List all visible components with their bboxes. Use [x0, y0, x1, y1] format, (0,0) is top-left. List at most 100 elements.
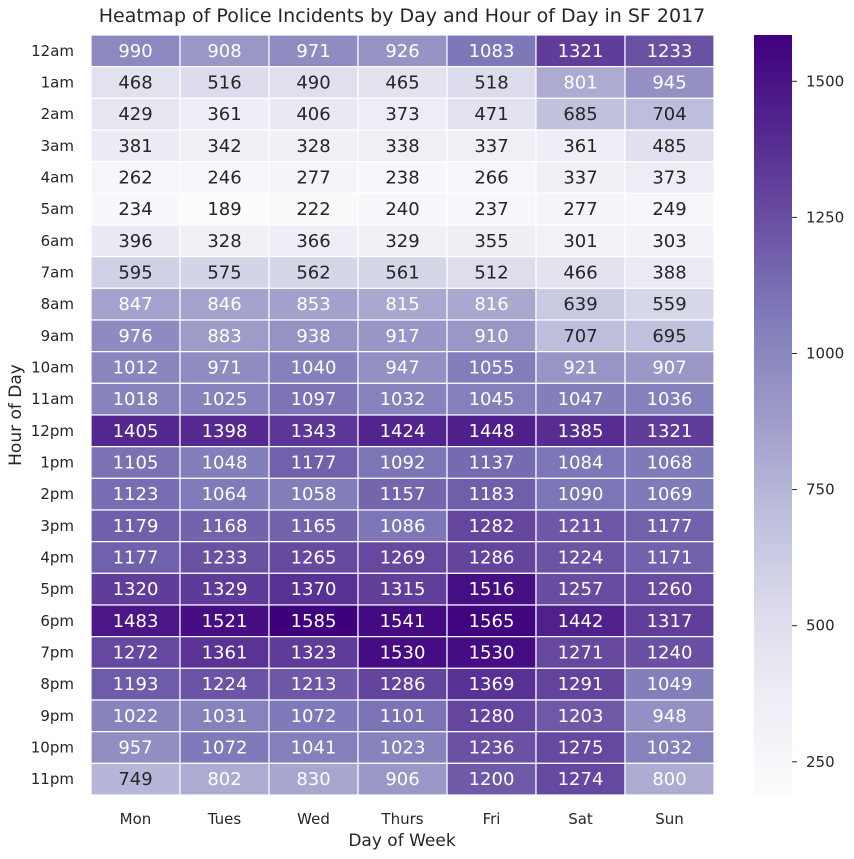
cell-value-label: 466 — [563, 263, 597, 284]
heatmap-cell — [624, 699, 715, 733]
cell-value-label: 222 — [296, 199, 330, 220]
cell-value-label: 1274 — [558, 769, 604, 790]
cell-value-label: 1177 — [291, 453, 337, 474]
cell-value-label: 1049 — [647, 674, 693, 695]
cell-value-label: 1083 — [469, 41, 515, 62]
cell-value-label: 1329 — [202, 579, 248, 600]
cell-value-label: 1565 — [469, 611, 515, 632]
cell-value-label: 1032 — [647, 738, 693, 759]
heatmap-cell — [357, 541, 448, 574]
cell-value-label: 303 — [652, 231, 686, 252]
cell-value-label: 957 — [118, 738, 152, 759]
cell-value-label: 1343 — [291, 421, 337, 442]
cell-value-label: 1280 — [469, 706, 515, 727]
x-tick-label: Mon — [120, 810, 152, 828]
heatmap-cell — [268, 604, 359, 638]
cell-value-label: 1291 — [558, 674, 604, 695]
cell-value-label: 301 — [563, 231, 597, 252]
cell-value-label: 1236 — [469, 738, 515, 759]
cell-value-label: 1179 — [113, 516, 159, 537]
cell-value-label: 1224 — [558, 548, 604, 569]
heatmap-cell — [179, 192, 270, 226]
heatmap-cell — [624, 256, 715, 289]
heatmap-cell — [179, 604, 270, 638]
cell-value-label: 947 — [385, 358, 419, 379]
cell-value-label: 1101 — [380, 706, 426, 727]
heatmap-cell — [268, 97, 359, 131]
cell-value-label: 1165 — [291, 516, 337, 537]
heatmap-cell — [624, 446, 715, 479]
heatmap-cell — [446, 287, 537, 321]
heatmap-cell — [268, 161, 359, 194]
cell-value-label: 1272 — [113, 643, 159, 664]
cell-value-label: 277 — [563, 199, 597, 220]
y-tick-label: 8pm — [40, 675, 74, 693]
y-tick-label: 4am — [41, 169, 74, 187]
heatmap-cell — [268, 762, 359, 796]
heatmap-cell — [535, 319, 626, 353]
cell-value-label: 907 — [652, 358, 686, 379]
cell-value-label: 518 — [474, 73, 508, 94]
cell-value-label: 234 — [118, 199, 152, 220]
cell-value-label: 910 — [474, 326, 508, 347]
cell-value-label: 1040 — [291, 358, 337, 379]
heatmap-cell — [268, 224, 359, 258]
cell-value-label: 926 — [385, 41, 419, 62]
cell-value-label: 1177 — [647, 516, 693, 537]
heatmap-cell — [535, 34, 626, 68]
x-tick-label: Fri — [483, 810, 501, 828]
x-tick-label: Tues — [207, 810, 242, 828]
heatmap-cell — [446, 572, 537, 606]
cell-value-label: 976 — [118, 326, 152, 347]
cell-value-label: 361 — [563, 136, 597, 157]
cell-value-label: 490 — [296, 73, 330, 94]
cell-value-label: 388 — [652, 263, 686, 284]
cell-value-label: 921 — [563, 358, 597, 379]
heatmap-cell — [446, 382, 537, 416]
heatmap-cell — [446, 97, 537, 131]
cell-value-label: 1041 — [291, 738, 337, 759]
heatmap-cell — [90, 762, 181, 796]
cell-value-label: 1521 — [202, 611, 248, 632]
y-tick-label: 11am — [31, 390, 74, 408]
cell-value-label: 337 — [563, 168, 597, 189]
y-tick-label: 7pm — [40, 644, 74, 662]
heatmap-cell — [179, 572, 270, 606]
cell-value-label: 277 — [296, 168, 330, 189]
heatmap-cell — [357, 699, 448, 733]
y-tick-label: 12am — [31, 42, 74, 60]
cell-value-label: 238 — [385, 168, 419, 189]
cell-value-label: 1240 — [647, 643, 693, 664]
cell-value-label: 1023 — [380, 738, 426, 759]
cell-value-label: 1055 — [469, 358, 515, 379]
x-tick-label: Sun — [655, 810, 684, 828]
heatmap-cell — [446, 224, 537, 258]
cell-value-label: 396 — [118, 231, 152, 252]
cell-value-label: 355 — [474, 231, 508, 252]
cell-value-label: 381 — [118, 136, 152, 157]
y-tick-label: 11pm — [31, 770, 74, 788]
cell-value-label: 338 — [385, 136, 419, 157]
cell-value-label: 249 — [652, 199, 686, 220]
y-tick-label: 4pm — [40, 549, 74, 567]
heatmap-cell — [90, 604, 181, 638]
heatmap-cell — [90, 319, 181, 353]
cell-value-label: 465 — [385, 73, 419, 94]
cell-value-label: 1068 — [647, 453, 693, 474]
x-tick-label: Thurs — [380, 810, 423, 828]
heatmap-cell — [446, 256, 537, 289]
colorbar — [754, 35, 792, 795]
heatmap-cell — [535, 477, 626, 511]
cell-value-label: 1168 — [202, 516, 248, 537]
heatmap-cell — [90, 34, 181, 68]
cell-value-label: 575 — [207, 263, 241, 284]
cell-value-label: 816 — [474, 294, 508, 315]
cell-value-label: 1448 — [469, 421, 515, 442]
cell-value-label: 1032 — [380, 389, 426, 410]
cell-value-label: 1097 — [291, 389, 337, 410]
cell-value-label: 1320 — [113, 579, 159, 600]
cell-value-label: 906 — [385, 769, 419, 790]
heatmap-cell — [535, 636, 626, 669]
heatmap-cell — [624, 667, 715, 701]
cell-value-label: 1069 — [647, 484, 693, 505]
